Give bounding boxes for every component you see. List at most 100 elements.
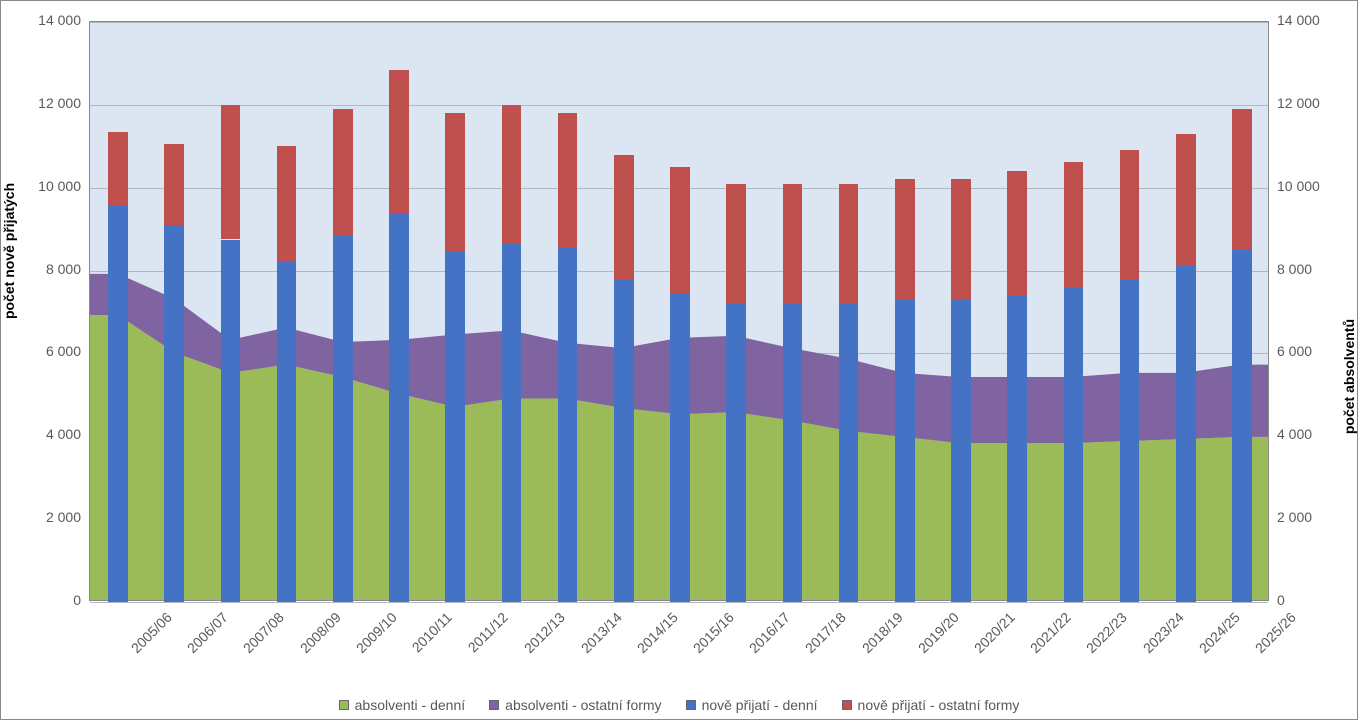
x-tick: 2024/25 bbox=[1196, 609, 1243, 656]
bar bbox=[389, 70, 409, 213]
y-axis-label-left: počet nově přijatých bbox=[1, 183, 17, 319]
bar bbox=[445, 113, 465, 252]
bar bbox=[670, 293, 690, 602]
y-tick-right: 0 bbox=[1277, 592, 1285, 608]
x-tick: 2025/26 bbox=[1252, 609, 1299, 656]
legend-item: absolventi - ostatní formy bbox=[489, 697, 661, 713]
bar bbox=[726, 304, 746, 602]
bar bbox=[951, 179, 971, 300]
bar bbox=[895, 300, 915, 602]
y-axis-label-right: počet absolventů bbox=[1341, 319, 1357, 434]
x-tick: 2023/24 bbox=[1139, 609, 1186, 656]
bar bbox=[1232, 250, 1252, 602]
y-tick-left: 0 bbox=[73, 592, 81, 608]
bar bbox=[670, 167, 690, 293]
x-tick: 2009/10 bbox=[353, 609, 400, 656]
legend-label: nově přijatí - denní bbox=[702, 697, 818, 713]
bar bbox=[1120, 150, 1140, 280]
legend-item: absolventi - denní bbox=[339, 697, 466, 713]
bar bbox=[108, 132, 128, 207]
legend-swatch bbox=[489, 700, 499, 710]
legend-label: nově přijatí - ostatní formy bbox=[858, 697, 1020, 713]
bar bbox=[558, 113, 578, 248]
x-tick: 2008/09 bbox=[296, 609, 343, 656]
y-tick-left: 12 000 bbox=[38, 95, 81, 111]
bar bbox=[783, 304, 803, 602]
bar bbox=[1120, 280, 1140, 602]
x-axis: 2005/062006/072007/082008/092009/102010/… bbox=[89, 603, 1269, 663]
legend-item: nově přijatí - ostatní formy bbox=[842, 697, 1020, 713]
bar bbox=[839, 184, 859, 304]
legend: absolventi - denní absolventi - ostatní f… bbox=[1, 697, 1357, 713]
legend-swatch bbox=[339, 700, 349, 710]
x-tick: 2010/11 bbox=[409, 609, 455, 655]
chart-container: 02 0004 0006 0008 00010 00012 00014 000 … bbox=[0, 0, 1358, 720]
bar bbox=[277, 146, 297, 262]
bar bbox=[108, 206, 128, 602]
y-tick-right: 4 000 bbox=[1277, 426, 1312, 442]
bar bbox=[726, 184, 746, 304]
bar bbox=[277, 262, 297, 602]
y-tick-left: 6 000 bbox=[46, 343, 81, 359]
legend-item: nově přijatí - denní bbox=[686, 697, 818, 713]
bar bbox=[614, 279, 634, 602]
bar bbox=[895, 179, 915, 300]
bar bbox=[221, 105, 241, 240]
y-tick-right: 8 000 bbox=[1277, 261, 1312, 277]
y-tick-right: 2 000 bbox=[1277, 509, 1312, 525]
bar bbox=[164, 144, 184, 225]
bar bbox=[502, 244, 522, 602]
y-tick-right: 6 000 bbox=[1277, 343, 1312, 359]
bar bbox=[1232, 109, 1252, 250]
y-tick-right: 12 000 bbox=[1277, 95, 1320, 111]
x-tick: 2015/16 bbox=[690, 609, 737, 656]
x-tick: 2011/12 bbox=[465, 609, 511, 655]
x-tick: 2016/17 bbox=[746, 609, 793, 656]
legend-swatch bbox=[842, 700, 852, 710]
bar bbox=[1064, 288, 1084, 602]
bar bbox=[558, 248, 578, 602]
x-tick: 2020/21 bbox=[971, 609, 1018, 656]
x-tick: 2022/23 bbox=[1083, 609, 1130, 656]
bar bbox=[783, 184, 803, 304]
bar bbox=[164, 225, 184, 602]
bar bbox=[221, 240, 241, 603]
x-tick: 2014/15 bbox=[634, 609, 681, 656]
bar bbox=[333, 109, 353, 235]
y-tick-left: 2 000 bbox=[46, 509, 81, 525]
y-tick-left: 10 000 bbox=[38, 178, 81, 194]
x-tick: 2018/19 bbox=[858, 609, 905, 656]
gridline bbox=[90, 22, 1268, 23]
plot-area bbox=[89, 21, 1269, 601]
y-tick-left: 8 000 bbox=[46, 261, 81, 277]
gridline bbox=[90, 105, 1268, 106]
legend-label: absolventi - ostatní formy bbox=[505, 697, 661, 713]
bar bbox=[1007, 171, 1027, 296]
y-tick-right: 14 000 bbox=[1277, 12, 1320, 28]
x-tick: 2017/18 bbox=[802, 609, 849, 656]
bar bbox=[951, 300, 971, 602]
legend-swatch bbox=[686, 700, 696, 710]
bar bbox=[445, 252, 465, 602]
legend-label: absolventi - denní bbox=[355, 697, 466, 713]
bar bbox=[502, 105, 522, 244]
bar bbox=[839, 304, 859, 602]
bar bbox=[1064, 162, 1084, 288]
y-axis-right: 02 0004 0006 0008 00010 00012 00014 000 bbox=[1269, 21, 1357, 601]
x-tick: 2006/07 bbox=[184, 609, 231, 656]
y-tick-left: 14 000 bbox=[38, 12, 81, 28]
bar bbox=[389, 213, 409, 602]
bar bbox=[614, 155, 634, 278]
bar bbox=[333, 235, 353, 602]
x-tick: 2007/08 bbox=[240, 609, 287, 656]
y-tick-right: 10 000 bbox=[1277, 178, 1320, 194]
x-tick: 2021/22 bbox=[1027, 609, 1074, 656]
y-tick-left: 4 000 bbox=[46, 426, 81, 442]
x-tick: 2013/14 bbox=[577, 609, 624, 656]
x-tick: 2012/13 bbox=[521, 609, 568, 656]
bar bbox=[1176, 134, 1196, 267]
bar bbox=[1007, 295, 1027, 602]
x-tick: 2019/20 bbox=[915, 609, 962, 656]
bar bbox=[1176, 266, 1196, 602]
x-tick: 2005/06 bbox=[128, 609, 175, 656]
